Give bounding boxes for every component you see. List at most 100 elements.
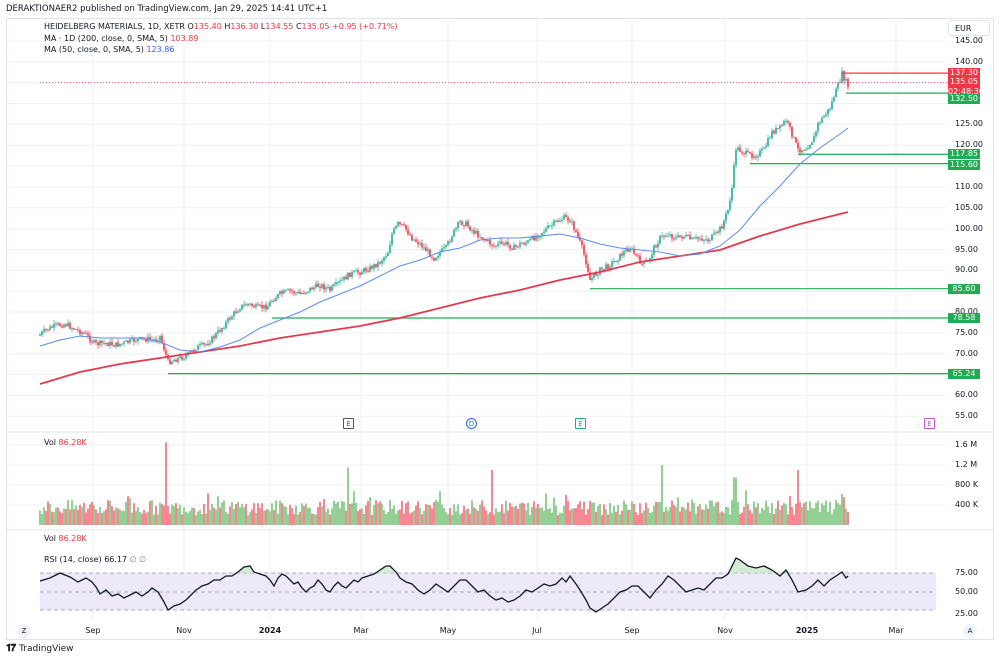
candle-down bbox=[203, 343, 205, 345]
candle-down bbox=[739, 147, 741, 152]
candle-down bbox=[407, 229, 409, 235]
candle-up bbox=[465, 221, 467, 227]
auto-scale-button[interactable]: A bbox=[963, 624, 977, 638]
volume-bar bbox=[81, 507, 83, 525]
volume-bar bbox=[711, 500, 713, 525]
candle-up bbox=[487, 239, 489, 241]
volume-bar bbox=[209, 510, 211, 525]
candle-up bbox=[545, 228, 547, 232]
volume-bar bbox=[493, 514, 495, 525]
volume-bar bbox=[825, 500, 827, 525]
event-marker-e[interactable]: E bbox=[575, 418, 586, 429]
candle-up bbox=[713, 232, 715, 235]
event-marker-e[interactable]: E bbox=[343, 418, 354, 429]
timezone-button[interactable]: Z bbox=[17, 624, 31, 638]
volume-bar bbox=[327, 508, 329, 525]
tradingview-logo[interactable]: 𝟏𝟕 TradingView bbox=[6, 643, 74, 654]
candle-up bbox=[475, 230, 477, 234]
volume-bar bbox=[723, 512, 725, 525]
volume-bar bbox=[93, 505, 95, 525]
candle-up bbox=[505, 242, 507, 245]
candle-down bbox=[349, 272, 351, 277]
symbol-name: HEIDELBERG MATERIALS, 1D, XETR bbox=[44, 22, 185, 31]
candle-up bbox=[267, 306, 269, 310]
volume-bar bbox=[451, 514, 453, 525]
volume-bar bbox=[535, 507, 537, 525]
volume-bar bbox=[429, 505, 431, 525]
candle-down bbox=[259, 305, 261, 307]
volume-bar bbox=[623, 500, 625, 525]
candle-up bbox=[185, 355, 187, 359]
volume-bar bbox=[59, 511, 61, 525]
volume-axis-tick: 800 K bbox=[955, 480, 979, 489]
candle-up bbox=[731, 187, 733, 201]
volume-legend-2[interactable]: Vol 86.28K bbox=[44, 534, 87, 543]
candle-up bbox=[535, 235, 537, 241]
event-marker-d[interactable]: D bbox=[466, 418, 477, 429]
candle-down bbox=[149, 337, 151, 340]
candle-down bbox=[433, 257, 435, 261]
candle-down bbox=[213, 336, 215, 339]
candle-down bbox=[503, 243, 505, 245]
candle-down bbox=[565, 215, 567, 218]
ma50-legend[interactable]: MA (50, close, 0, SMA, 5) 123.86 bbox=[44, 45, 174, 54]
volume-bar bbox=[83, 502, 85, 525]
candle-up bbox=[593, 273, 595, 278]
volume-bar bbox=[625, 504, 627, 525]
candle-up bbox=[313, 287, 315, 290]
candle-up bbox=[135, 341, 137, 343]
candle-up bbox=[769, 138, 771, 140]
candle-up bbox=[771, 130, 773, 139]
volume-bar bbox=[469, 513, 471, 525]
volume-bar bbox=[733, 477, 735, 525]
volume-bar bbox=[667, 510, 669, 525]
volume-bar bbox=[743, 506, 745, 525]
candle-up bbox=[715, 231, 717, 233]
volume-bar bbox=[649, 512, 651, 525]
candle-down bbox=[101, 340, 103, 343]
volume-bar bbox=[47, 501, 49, 525]
volume-bar bbox=[363, 513, 365, 525]
rsi-legend[interactable]: RSI (14, close) 66.17 ∅ ∅ bbox=[44, 555, 146, 564]
volume-bar bbox=[827, 511, 829, 525]
volume-bar bbox=[419, 508, 421, 525]
candle-up bbox=[325, 287, 327, 290]
candle-down bbox=[207, 344, 209, 346]
candle-up bbox=[609, 266, 611, 269]
candle-up bbox=[513, 245, 515, 250]
ma200-legend[interactable]: MA · 1D (200, close, 0, SMA, 5) 103.89 bbox=[44, 34, 198, 43]
volume-bar bbox=[807, 510, 809, 525]
volume-bar bbox=[431, 508, 433, 525]
candle-down bbox=[537, 235, 539, 238]
volume-bar bbox=[85, 512, 87, 525]
volume-bar bbox=[203, 504, 205, 525]
candle-up bbox=[753, 156, 755, 158]
volume-bar bbox=[675, 506, 677, 525]
candle-down bbox=[797, 142, 799, 149]
volume-bar bbox=[421, 514, 423, 525]
candle-up bbox=[817, 122, 819, 132]
candle-up bbox=[693, 237, 695, 239]
event-marker-e[interactable]: E bbox=[924, 418, 935, 429]
volume-legend[interactable]: Vol 86.28K bbox=[44, 438, 87, 447]
candle-up bbox=[391, 233, 393, 245]
candle-down bbox=[687, 235, 689, 237]
candle-up bbox=[381, 260, 383, 264]
volume-bar bbox=[847, 512, 849, 525]
candle-down bbox=[747, 150, 749, 153]
candle-up bbox=[733, 165, 735, 188]
candle-down bbox=[257, 304, 259, 306]
candle-up bbox=[497, 243, 499, 246]
candle-down bbox=[607, 264, 609, 269]
rsi-overbought-fill bbox=[736, 558, 740, 573]
candle-up bbox=[177, 357, 179, 362]
currency-button[interactable]: EUR bbox=[948, 20, 990, 36]
volume-bar bbox=[177, 508, 179, 525]
volume-bar bbox=[445, 512, 447, 525]
volume-bar bbox=[197, 511, 199, 525]
candle-down bbox=[781, 125, 783, 127]
candle-up bbox=[199, 344, 201, 346]
volume-bar bbox=[467, 508, 469, 525]
candle-up bbox=[591, 277, 593, 281]
